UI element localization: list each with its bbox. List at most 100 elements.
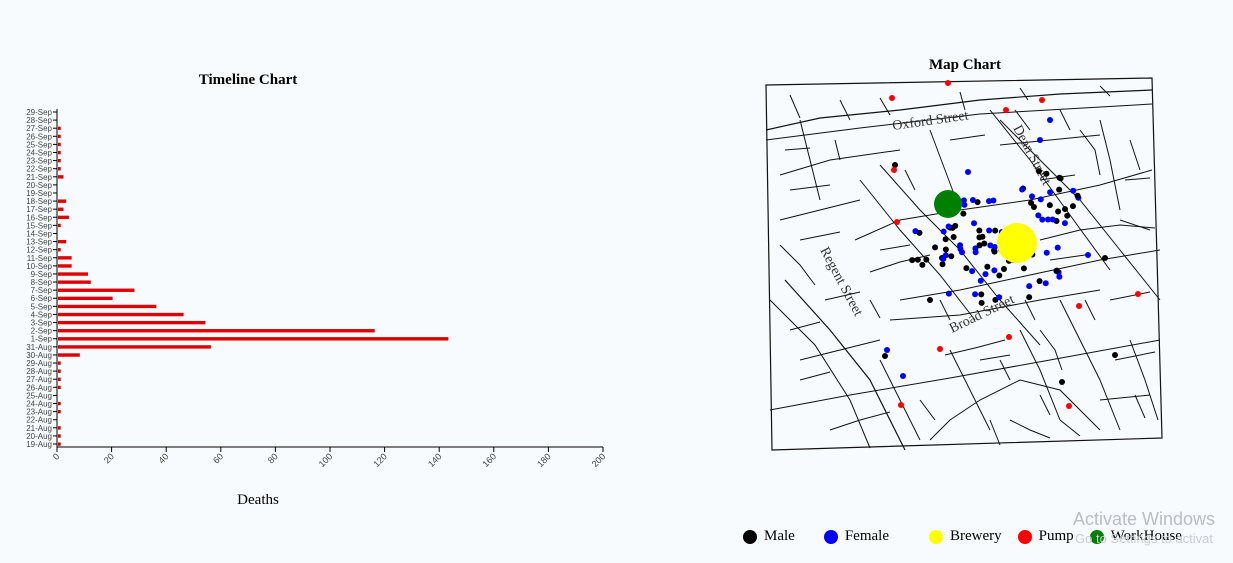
legend-item-female: Female [823, 528, 889, 545]
pump-point [1006, 334, 1012, 340]
timeline-bar [58, 199, 67, 203]
timeline-bar [58, 126, 61, 130]
male-point [1069, 203, 1076, 210]
legend-dot-pump [1017, 529, 1032, 544]
male-point [919, 261, 926, 268]
timeline-title: Timeline Chart [199, 72, 297, 88]
street-line [1134, 394, 1146, 419]
street-label-broad: Broad Street [947, 292, 1017, 336]
legend-label-workhouse: WorkHouse [1110, 528, 1182, 544]
street-line [889, 289, 1101, 321]
female-point [884, 347, 890, 353]
male-point [1026, 294, 1033, 301]
street-line [784, 279, 906, 451]
timeline-y-tick-label: 27-Sep [26, 124, 52, 133]
timeline-y-tick-label: 31-Aug [26, 343, 52, 352]
timeline-bar [58, 296, 113, 301]
male-point [932, 244, 939, 251]
street-line [869, 299, 881, 319]
female-point [972, 291, 979, 298]
timeline-y-tick-label: 9-Sep [31, 270, 53, 279]
legend-dot-brewery [928, 529, 943, 544]
timeline-y-tick-label: 5-Sep [31, 302, 53, 311]
street-line [859, 179, 976, 321]
timeline-y-tick-label: 21-Sep [26, 173, 52, 182]
timeline-y-tick-label: 4-Sep [31, 310, 53, 319]
male-point [981, 240, 988, 247]
timeline-bar [58, 223, 61, 228]
map-legend: Male Female Brewery Pump WorkHouse [743, 528, 1182, 545]
female-point [900, 373, 906, 379]
street-line [1014, 109, 1031, 131]
street-line [1049, 254, 1086, 261]
male-point [1074, 192, 1081, 199]
street-line [949, 134, 986, 141]
female-point [1026, 283, 1033, 290]
female-point [945, 290, 952, 297]
timeline-y-tick-label: 3-Sep [31, 319, 53, 328]
timeline-y-tick-label: 1-Sep [31, 335, 53, 344]
street-line [919, 399, 936, 421]
street-line [1109, 291, 1151, 301]
timeline-y-tick-label: 19-Sep [26, 189, 52, 198]
street-line [949, 349, 991, 431]
timeline-y-tick-label: 24-Aug [26, 400, 52, 409]
female-point [969, 197, 976, 204]
pump-point [898, 402, 904, 408]
timeline-y-tick-label: 28-Aug [26, 367, 52, 376]
pump-point [945, 80, 951, 86]
timeline-bar [58, 385, 61, 390]
street-line [1099, 394, 1151, 401]
female-point [1061, 220, 1068, 227]
timeline-y-tick-label: 12-Sep [26, 246, 52, 255]
timeline-y-tick-label: 29-Aug [26, 359, 52, 368]
female-point [986, 227, 993, 234]
male-point [1102, 255, 1108, 261]
timeline-y-tick-label: 17-Sep [26, 205, 52, 214]
male-point [942, 236, 949, 243]
timeline-chart: Timeline Chart 19-Aug20-Aug21-Aug22-Aug2… [26, 72, 607, 508]
legend-label-pump: Pump [1038, 528, 1074, 544]
street-line [999, 359, 1011, 381]
female-point [971, 220, 978, 227]
timeline-y-tick-label: 25-Aug [26, 391, 52, 400]
female-point [912, 228, 919, 235]
street-line [799, 231, 841, 241]
street-line [799, 339, 881, 361]
male-point [1112, 352, 1118, 358]
male-point [974, 199, 981, 206]
male-point [1057, 175, 1064, 182]
timeline-bar [58, 320, 206, 325]
street-line [944, 339, 1006, 356]
street-line [999, 134, 1101, 146]
timeline-bar [58, 175, 64, 179]
timeline-y-tick-label: 19-Aug [26, 440, 52, 449]
timeline-bar [58, 134, 61, 139]
timeline-bar [58, 207, 64, 211]
legend-item-male: Male [743, 528, 795, 545]
male-point [1020, 265, 1027, 272]
male-point [914, 256, 921, 263]
female-point [940, 228, 947, 235]
legend-item-brewery: Brewery [928, 528, 1002, 545]
male-point [939, 261, 946, 268]
female-point [1054, 244, 1061, 251]
female-point [1039, 216, 1046, 223]
timeline-y-tick-label: 25-Sep [26, 140, 52, 149]
timeline-bar [58, 158, 61, 163]
street-line [939, 299, 951, 321]
timeline-y-tick-label: 26-Sep [26, 132, 52, 141]
pump-point [1066, 403, 1072, 409]
street-line [1059, 109, 1071, 131]
male-point [963, 265, 970, 272]
street-line [879, 359, 921, 441]
female-point [982, 271, 989, 278]
male-point [1035, 168, 1042, 175]
timeline-bar [58, 401, 61, 406]
female-point [1056, 273, 1063, 280]
timeline-y-tick-label: 13-Sep [26, 238, 52, 247]
street-line [779, 199, 861, 221]
timeline-y-tick-label: 6-Sep [31, 294, 53, 303]
legend-dot-workhouse [1089, 529, 1104, 544]
pump-point [1003, 107, 1009, 113]
